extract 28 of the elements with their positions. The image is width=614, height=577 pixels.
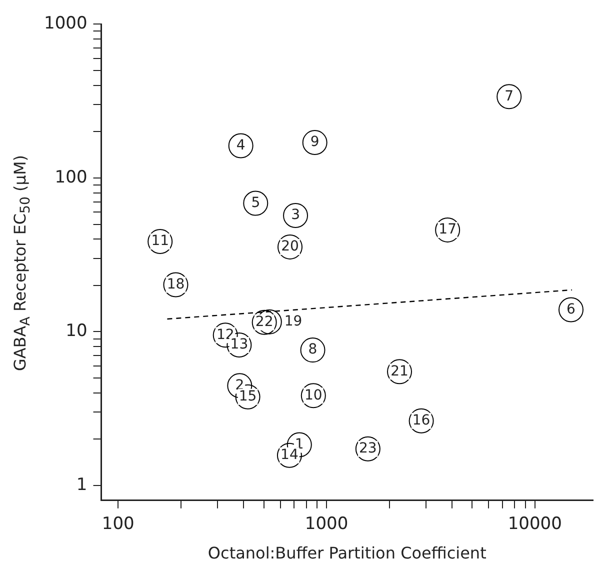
annotation: 13: [230, 336, 248, 353]
x-tick-label: 100: [102, 514, 134, 534]
annotation: 17: [438, 222, 456, 238]
annotation: 19: [284, 313, 302, 330]
annotation: 3: [291, 207, 300, 224]
annotation: 20: [281, 238, 299, 255]
annotation: 8: [308, 342, 318, 358]
annotation: 9: [310, 134, 320, 150]
annotation: 6: [566, 301, 576, 318]
y-tick-label: 10: [66, 321, 88, 342]
annotation: 10: [304, 387, 322, 404]
annotation: 18: [166, 276, 185, 292]
annotation: 15: [238, 388, 257, 405]
x-axis-title: Octanol:Buffer Partition Coefficient: [208, 544, 486, 563]
annotation: 22: [255, 314, 274, 330]
annotation: 11: [151, 233, 170, 250]
annotation: 14: [280, 447, 298, 464]
annotation: 5: [251, 194, 260, 211]
annotation: 23: [359, 440, 377, 457]
y-tick-label: 1000: [44, 14, 88, 34]
annotation: 7: [504, 88, 514, 104]
y-tick-label: 1: [76, 474, 88, 495]
annotation: 4: [236, 137, 246, 154]
annotation: 16: [412, 412, 430, 429]
x-tick-label: 10000: [508, 514, 562, 534]
annotation: 21: [390, 363, 408, 380]
x-tick-label: 1000: [304, 514, 348, 534]
y-tick-label: 100: [54, 167, 88, 188]
